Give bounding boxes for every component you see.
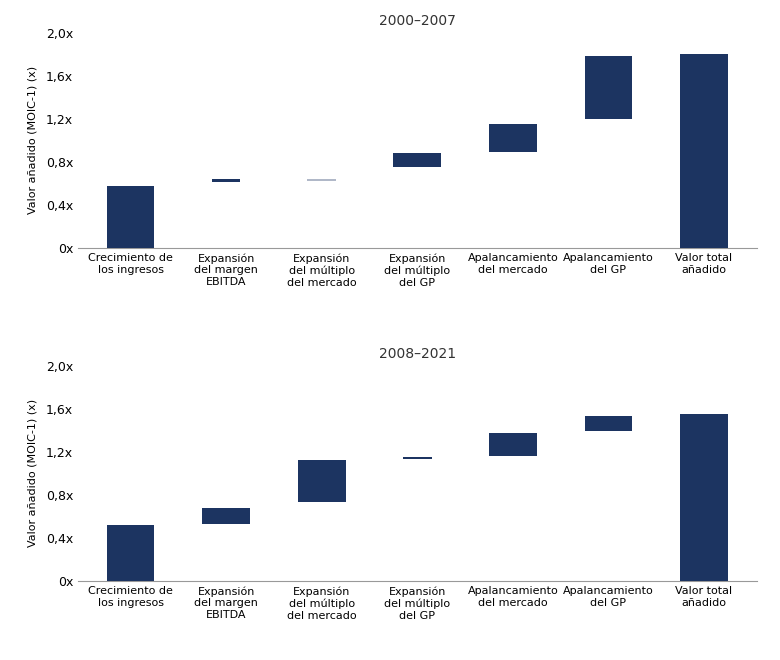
Bar [403,457,431,459]
Title: 2000–2007: 2000–2007 [379,14,456,28]
Bar [307,179,336,181]
Bar [489,124,537,152]
Bar [212,179,240,182]
Bar [489,432,537,456]
Bar [107,185,154,248]
Bar [584,55,633,119]
Bar [393,153,441,167]
Bar [680,55,728,248]
Bar [298,461,346,502]
Y-axis label: Valor añadido (MOIC-1) (x): Valor añadido (MOIC-1) (x) [27,67,37,214]
Bar [202,508,250,524]
Bar [584,416,633,432]
Bar [107,525,154,581]
Title: 2008–2021: 2008–2021 [379,346,456,360]
Bar [680,414,728,581]
Y-axis label: Valor añadido (MOIC-1) (x): Valor añadido (MOIC-1) (x) [27,399,37,547]
